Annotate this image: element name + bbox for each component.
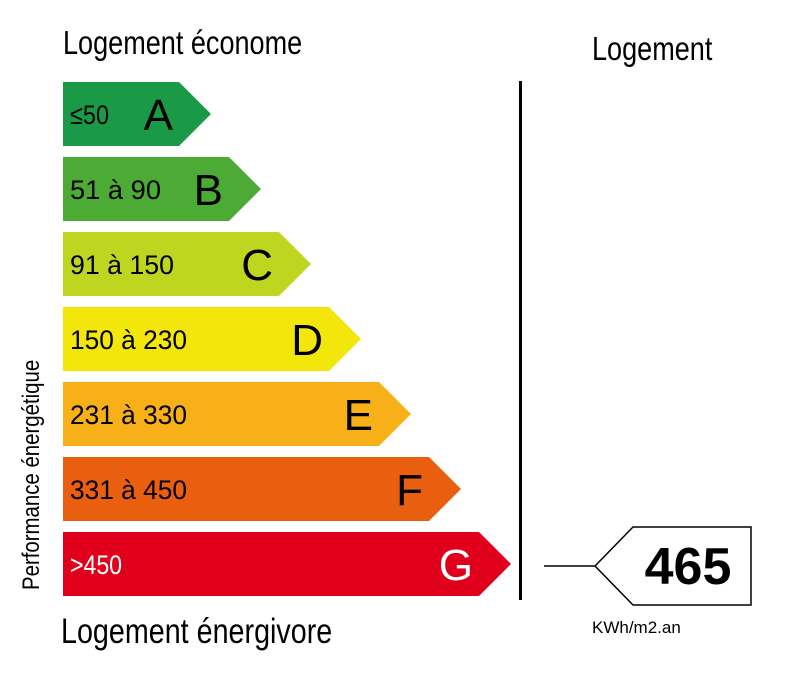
class-bar-g xyxy=(63,532,511,596)
class-range-f: 331 à 450 xyxy=(70,475,187,505)
class-bar-e xyxy=(63,382,411,446)
energy-class-d: 150 à 230 D xyxy=(63,307,361,371)
class-bar-b xyxy=(63,157,261,221)
class-letter-e: E xyxy=(344,391,373,440)
economic-housing-label: Logement économe xyxy=(63,24,303,61)
class-bar-f xyxy=(63,457,461,521)
class-letter-a: A xyxy=(144,91,174,140)
class-range-c: 91 à 150 xyxy=(70,250,174,280)
energy-intensive-housing-label: Logement énergivore xyxy=(61,612,333,651)
energy-class-g: >450 G xyxy=(63,532,511,596)
consumption-value: 465 xyxy=(645,538,732,596)
unit-label: KWh/m2.an xyxy=(592,618,681,637)
housing-column-label: Logement xyxy=(592,30,713,67)
class-letter-b: B xyxy=(194,166,223,215)
energy-class-b: 51 à 90 B xyxy=(63,157,261,221)
energy-class-f: 331 à 450 F xyxy=(63,457,461,521)
column-divider xyxy=(519,81,522,600)
class-letter-f: F xyxy=(396,466,423,515)
class-letter-c: C xyxy=(241,241,273,290)
class-bar-d xyxy=(63,307,361,371)
class-bar-a xyxy=(63,82,211,146)
energy-class-e: 231 à 330 E xyxy=(63,382,411,446)
class-bar-c xyxy=(63,232,311,296)
energy-class-a: ≤50 A xyxy=(63,82,211,146)
energy-class-c: 91 à 150 C xyxy=(63,232,311,296)
class-range-d: 150 à 230 xyxy=(70,325,187,355)
class-range-a: ≤50 xyxy=(70,100,109,130)
class-letter-g: G xyxy=(439,541,473,590)
class-range-g: >450 xyxy=(70,550,122,580)
class-range-e: 231 à 330 xyxy=(70,400,187,430)
class-range-b: 51 à 90 xyxy=(70,175,161,205)
class-letter-d: D xyxy=(291,316,323,365)
value-arrow-box xyxy=(593,526,752,606)
